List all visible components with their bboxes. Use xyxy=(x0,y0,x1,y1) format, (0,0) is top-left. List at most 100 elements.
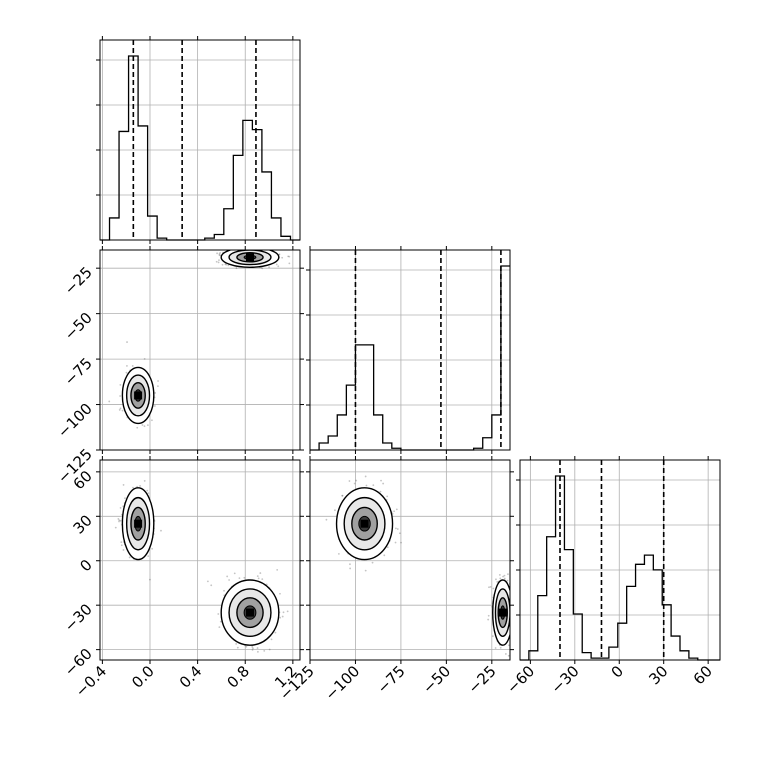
sample-point xyxy=(348,480,351,482)
sample-point xyxy=(288,262,291,265)
sample-point xyxy=(238,246,240,248)
hist-bar xyxy=(564,550,573,660)
sample-point xyxy=(136,426,139,429)
sample-point xyxy=(386,495,389,498)
sample-point xyxy=(226,247,228,249)
sample-point xyxy=(236,646,239,649)
sample-point xyxy=(379,490,382,493)
sample-point xyxy=(511,619,513,621)
hist-bar xyxy=(346,385,355,450)
sample-point xyxy=(510,625,512,627)
sample-point xyxy=(254,248,256,250)
sample-point xyxy=(282,611,285,614)
sample-point xyxy=(228,579,231,581)
sample-point xyxy=(218,253,221,255)
y-tick-label: 30 xyxy=(70,511,96,537)
hist-panel-0 xyxy=(96,36,301,244)
sample-point xyxy=(153,405,156,407)
sample-point xyxy=(228,246,230,248)
sample-point xyxy=(119,384,122,386)
sample-point xyxy=(132,486,134,489)
x-tick-label: −50 xyxy=(419,662,454,697)
sample-point xyxy=(507,573,509,576)
hist-panel-1 xyxy=(306,246,511,454)
density-max-cell xyxy=(498,608,507,617)
hist-bar xyxy=(233,155,243,240)
y-tick-label: −25 xyxy=(61,263,96,298)
sample-point xyxy=(341,494,344,497)
sample-point xyxy=(157,385,159,388)
x-tick-label: 60 xyxy=(690,662,716,688)
sample-point xyxy=(353,482,356,485)
sample-point xyxy=(341,494,344,497)
hist-bar xyxy=(538,596,547,660)
hist-bar xyxy=(214,234,224,240)
sample-point xyxy=(270,638,273,641)
sample-point xyxy=(160,529,162,532)
sample-point xyxy=(122,484,125,486)
axes-frame xyxy=(99,249,301,451)
sample-point xyxy=(386,546,389,549)
sample-point xyxy=(510,621,512,623)
sample-point xyxy=(334,509,336,512)
sample-point xyxy=(256,575,259,578)
sample-point xyxy=(222,248,224,250)
sample-point xyxy=(274,631,277,634)
sample-point xyxy=(487,614,490,617)
hist-step xyxy=(520,475,720,661)
sample-point xyxy=(119,395,122,397)
x-tick-label: 0.8 xyxy=(223,662,253,692)
sample-point xyxy=(251,645,254,648)
sample-point xyxy=(259,572,262,574)
sample-point xyxy=(511,600,513,602)
sample-point xyxy=(251,648,254,651)
sample-point xyxy=(235,643,238,645)
sample-point xyxy=(147,492,150,495)
sample-point xyxy=(221,263,224,266)
sample-point xyxy=(364,569,367,572)
y-tick-label: −75 xyxy=(61,354,96,389)
axes-frame xyxy=(309,249,511,451)
sample-point xyxy=(118,520,120,523)
sample-point xyxy=(503,574,506,577)
sample-point xyxy=(382,482,385,485)
sample-point xyxy=(218,626,221,629)
sample-point xyxy=(277,265,280,268)
sample-point xyxy=(217,261,220,264)
sample-point xyxy=(117,518,120,520)
hist-bar xyxy=(547,537,556,660)
x-tick-label: −30 xyxy=(548,662,583,697)
hist-bar xyxy=(328,436,337,450)
x-tick-label: −60 xyxy=(503,662,538,697)
sample-point xyxy=(288,255,291,258)
sample-point xyxy=(210,584,213,587)
hist-bar xyxy=(671,636,680,660)
axes-frame xyxy=(309,459,511,661)
sample-point xyxy=(273,247,275,249)
sample-point xyxy=(143,425,146,428)
sample-point xyxy=(119,506,122,509)
hist-bar xyxy=(627,586,636,660)
hist-bar xyxy=(148,216,158,240)
sample-point xyxy=(223,589,225,592)
hist-bar xyxy=(271,218,281,240)
sample-point xyxy=(151,547,154,550)
scatter-panel-0-1: −125−100−75−50−25 xyxy=(54,246,304,487)
x-tick-label: −75 xyxy=(374,662,409,697)
sample-point xyxy=(394,541,397,544)
sample-point xyxy=(225,263,228,266)
panel-marks xyxy=(108,246,291,429)
hist-bar xyxy=(365,345,374,450)
sample-point xyxy=(216,252,218,255)
density-max-cell xyxy=(246,253,254,262)
sample-point xyxy=(494,647,497,649)
sample-point xyxy=(218,259,220,262)
sample-point xyxy=(219,620,222,623)
sample-point xyxy=(504,653,507,655)
sample-point xyxy=(398,532,401,535)
sample-point xyxy=(128,556,131,559)
hist-step xyxy=(100,55,300,241)
hist-bar xyxy=(609,647,618,660)
sample-point xyxy=(395,508,398,511)
sample-point xyxy=(512,617,514,619)
